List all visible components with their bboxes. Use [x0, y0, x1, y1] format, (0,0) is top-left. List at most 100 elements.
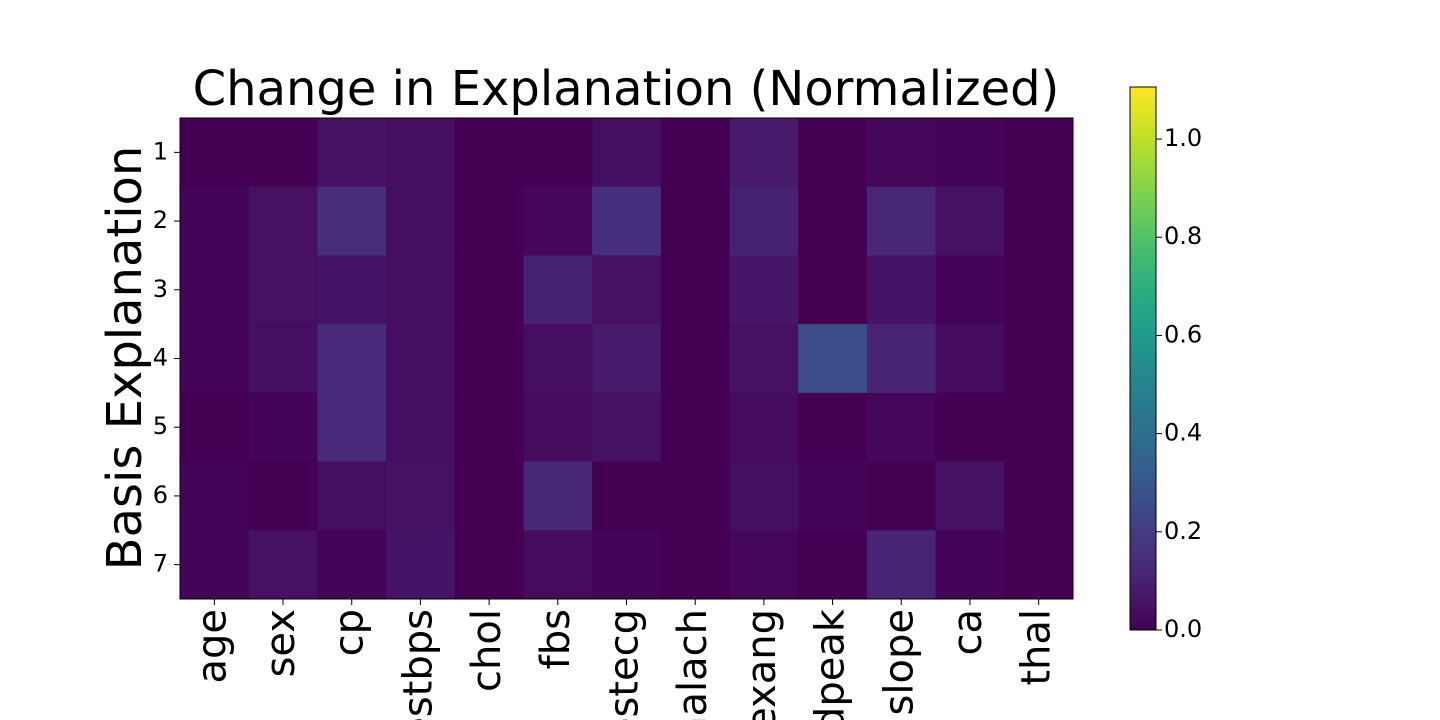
heatmap-cell [180, 461, 250, 531]
heatmap-cell [729, 324, 799, 394]
heatmap-cell [660, 461, 731, 531]
y-tick-label: 4 [153, 344, 168, 372]
heatmap-cell [317, 255, 387, 325]
y-axis-label: Basis Explanation [97, 146, 153, 571]
heatmap-cell [660, 186, 731, 256]
y-tick-label: 1 [153, 137, 168, 165]
heatmap-cell [317, 118, 387, 188]
heatmap-cell [660, 324, 731, 394]
heatmap-cell [180, 118, 250, 188]
heatmap-cell [592, 392, 662, 463]
heatmap-cell [1004, 392, 1074, 463]
heatmap-cell [1004, 255, 1074, 325]
heatmap-cell [866, 186, 937, 256]
heatmap-cell [660, 392, 731, 463]
heatmap-cell [729, 255, 799, 325]
heatmap-cell [660, 255, 731, 325]
y-tick-label: 6 [153, 481, 168, 509]
heatmap-cell [180, 255, 250, 325]
x-tick-label: trestbps [395, 609, 441, 720]
heatmap-cell [935, 255, 1005, 325]
heatmap-cell [592, 118, 662, 188]
heatmap-cell [866, 255, 937, 325]
heatmap-cell [523, 461, 593, 531]
heatmap-cell [592, 324, 662, 394]
heatmap-cell [248, 392, 318, 463]
heatmap-cell [1004, 186, 1074, 256]
y-tick-label: 5 [153, 412, 168, 440]
heatmap-cell [592, 186, 662, 256]
x-tick-label: thalach [670, 609, 716, 720]
heatmap-cell [592, 461, 662, 531]
heatmap-cell [386, 324, 456, 394]
heatmap-cell [798, 324, 868, 394]
x-tick-label: age [189, 609, 235, 684]
heatmap-cell [317, 461, 387, 531]
x-tick-label: oldpeak [808, 608, 854, 720]
heatmap-cell [454, 461, 524, 531]
heatmap-cell [248, 186, 318, 256]
heatmap-cell [798, 530, 868, 600]
heatmap-cell [729, 530, 799, 600]
heatmap-cell [317, 324, 387, 394]
heatmap-cell [454, 118, 524, 188]
heatmap-cell [729, 186, 799, 256]
heatmap-cell [523, 392, 593, 463]
heatmap-cell [248, 530, 318, 600]
heatmap-cell [523, 530, 593, 600]
heatmap-cell [317, 530, 387, 600]
y-tick-label: 2 [153, 206, 168, 234]
x-tick-label: sex [258, 609, 304, 677]
heatmap-cell [935, 530, 1005, 600]
heatmap-cell [180, 186, 250, 256]
heatmap-cell [1004, 118, 1074, 188]
heatmap-cell [454, 392, 524, 463]
heatmap-cell [523, 255, 593, 325]
heatmap-cell [935, 186, 1005, 256]
heatmap-cell [935, 118, 1005, 188]
heatmap-cell [317, 392, 387, 463]
heatmap-cell [798, 461, 868, 531]
heatmap-cell [798, 255, 868, 325]
heatmap-cell [729, 118, 799, 188]
heatmap-cell [386, 186, 456, 256]
x-tick-label: cp [327, 609, 373, 656]
colorbar [1129, 86, 1157, 631]
x-tick-label: slope [876, 609, 922, 715]
heatmap-cell [248, 255, 318, 325]
heatmap-cell [866, 461, 937, 531]
heatmap-cell [454, 255, 524, 325]
heatmap-cell [386, 118, 456, 188]
heatmap-cell [248, 324, 318, 394]
heatmap-cell [180, 324, 250, 394]
heatmap-cell [454, 186, 524, 256]
heatmap-cell [592, 530, 662, 600]
x-tick-label: ca [945, 609, 991, 656]
colorbar-tick-label: 0.0 [1164, 615, 1202, 643]
colorbar-tick-label: 1.0 [1164, 124, 1202, 152]
heatmap-cell [386, 255, 456, 325]
heatmap-cell [660, 118, 731, 188]
y-tick-label: 3 [153, 275, 168, 303]
heatmap-cell [935, 392, 1005, 463]
heatmap-cell [935, 461, 1005, 531]
x-tick-label: fbs [533, 609, 579, 669]
heatmap-cell [798, 118, 868, 188]
heatmap-cell [386, 530, 456, 600]
heatmap-cell [935, 324, 1005, 394]
heatmap-cell [592, 255, 662, 325]
heatmap-cell [660, 530, 731, 600]
x-tick-label: restecg [602, 609, 648, 720]
heatmap-cell [866, 392, 937, 463]
heatmap-cell [729, 392, 799, 463]
y-tick-label: 7 [153, 550, 168, 578]
colorbar-tick-label: 0.4 [1164, 419, 1202, 447]
heatmap-cell [798, 392, 868, 463]
heatmap-cell [454, 530, 524, 600]
heatmap-cell [866, 118, 937, 188]
heatmap-cell [386, 461, 456, 531]
heatmap-cell [866, 324, 937, 394]
heatmap-cell [248, 118, 318, 188]
heatmap-cell [180, 392, 250, 463]
